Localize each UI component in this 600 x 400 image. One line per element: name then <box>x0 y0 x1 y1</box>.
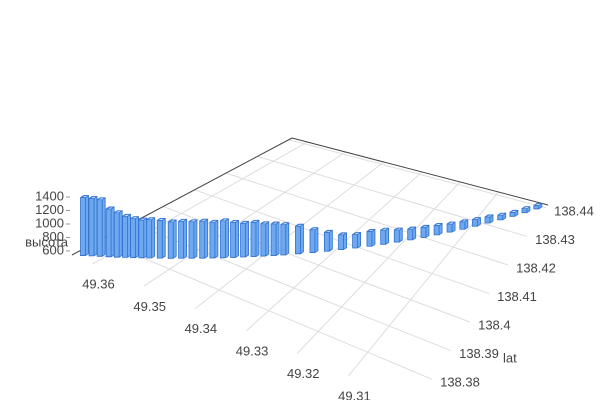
bar <box>338 232 347 251</box>
y-tick-label: 138.41 <box>497 289 537 304</box>
bar <box>199 218 209 259</box>
bar <box>433 223 443 236</box>
bar <box>497 212 507 221</box>
bar <box>521 206 531 214</box>
y-tick-label: 138.43 <box>535 232 575 247</box>
bar <box>178 218 188 259</box>
bar <box>250 219 260 258</box>
bars <box>80 195 543 259</box>
bar <box>230 219 239 258</box>
bar <box>323 229 333 252</box>
grid-line <box>296 181 461 354</box>
bar <box>96 197 106 257</box>
x-tick-label: 49.36 <box>82 276 115 291</box>
bar <box>352 232 362 249</box>
bar <box>209 219 219 259</box>
bar <box>295 223 304 255</box>
bar <box>88 196 98 257</box>
floor-edge <box>291 137 549 206</box>
bar <box>393 227 403 243</box>
x-tick-label: 49.34 <box>185 321 218 336</box>
bar <box>188 219 198 259</box>
grid-line <box>100 239 433 380</box>
y-tick-label: 138.42 <box>516 260 556 275</box>
bar <box>509 209 519 217</box>
bar <box>105 206 115 258</box>
bar <box>138 217 148 259</box>
y-tick-label: 138.4 <box>478 318 511 333</box>
bar <box>146 217 156 259</box>
z-tick-label: 1400 <box>35 188 64 203</box>
y-tick-label: 138.39 <box>459 346 499 361</box>
y-tick-label: 138.44 <box>554 203 594 218</box>
bar <box>280 222 290 256</box>
grid-line <box>225 172 509 266</box>
z-tick-label: 600 <box>42 242 64 257</box>
bar <box>167 219 177 259</box>
grid-line <box>257 155 528 237</box>
bar <box>80 195 89 256</box>
bar <box>260 221 270 257</box>
bar <box>472 217 481 227</box>
x-tick-label: 49.32 <box>287 366 320 381</box>
z-tick-label: 1200 <box>35 202 64 217</box>
grid-line <box>162 206 471 323</box>
x-tick-label: 49.35 <box>133 299 166 314</box>
bar <box>270 221 280 257</box>
y-axis-title: lat <box>503 350 517 365</box>
bar <box>130 216 139 259</box>
bar <box>220 218 229 259</box>
bar <box>459 219 469 230</box>
bar <box>240 220 249 258</box>
z-tick-label: 1000 <box>35 215 64 230</box>
grid-line <box>194 161 385 310</box>
bar <box>380 227 390 245</box>
bar <box>446 221 456 233</box>
z-axis-title: высота <box>25 234 69 249</box>
floor-grid <box>92 139 547 380</box>
bar <box>122 213 131 258</box>
bar <box>420 224 430 238</box>
grid-line <box>245 171 423 332</box>
bar <box>156 217 166 259</box>
bar <box>113 210 123 258</box>
bar <box>484 214 494 224</box>
bar <box>366 229 376 247</box>
bar <box>533 203 543 210</box>
x-tick-label: 49.31 <box>338 388 371 400</box>
grid-line <box>143 151 346 287</box>
bar <box>309 227 319 253</box>
z-tick-label: 800 <box>42 229 64 244</box>
y-tick-label: 138.38 <box>440 375 480 390</box>
bar <box>407 226 417 241</box>
grid-line <box>288 139 547 209</box>
x-tick-label: 49.33 <box>236 344 269 359</box>
axis-labels: 49.31 49.32 49.33 49.34 49.35 49.36 138.38 138.… <box>35 188 594 400</box>
